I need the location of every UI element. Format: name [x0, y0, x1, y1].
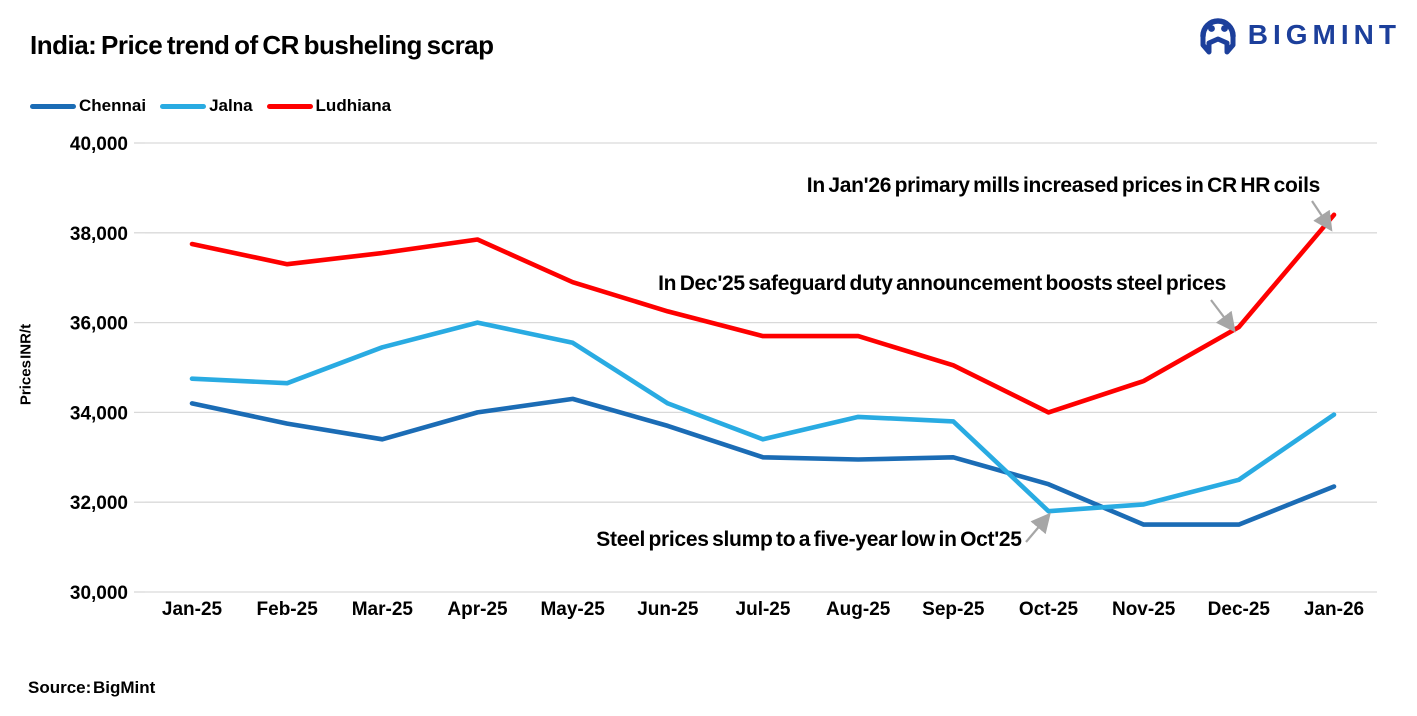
bigmint-logo-text: BIGMINT [1247, 19, 1401, 50]
legend-item-chennai[interactable]: Chennai [30, 96, 146, 116]
bigmint-logo: BIGMINT [1196, 12, 1401, 58]
legend-label: Chennai [79, 96, 147, 115]
annotation-arrow-2 [1210, 299, 1236, 333]
series-line-chennai[interactable] [189, 396, 1337, 527]
series-line-jalna[interactable] [189, 320, 1337, 514]
x-tick-label: Jan-26 [1304, 599, 1364, 620]
x-tick-label: Nov-25 [1112, 599, 1176, 620]
x-tick-label: Apr-25 [447, 599, 508, 620]
legend-item-jalna[interactable]: Jalna [160, 96, 253, 116]
x-tick-label: Sep-25 [922, 599, 985, 620]
x-tick-label: Jul-25 [736, 599, 791, 620]
legend-item-ludhiana[interactable]: Ludhiana [266, 96, 392, 116]
bigmint-logo-icon [1200, 18, 1236, 55]
legend-swatch-jalna [160, 103, 207, 109]
x-tick-label: Jun-25 [637, 599, 699, 620]
annotation-text-2: In Dec'25 safeguard duty announcement bo… [658, 272, 1226, 295]
legend-swatch-chennai [30, 103, 76, 109]
legend: Chennai Jalna Ludhiana [30, 96, 391, 116]
legend-label: Ludhiana [315, 96, 392, 115]
x-tick-label: May-25 [540, 599, 605, 620]
source-note: Source: BigMint [28, 678, 156, 697]
annotation-text-3: Steel prices slump to a five-year low in… [596, 528, 1022, 551]
x-tick-label: Aug-25 [826, 599, 891, 620]
y-tick-label: 40,000 [70, 134, 128, 155]
y-tick-label: 30,000 [70, 583, 128, 604]
series-line-ludhiana[interactable] [189, 212, 1337, 415]
x-tick-label: Dec-25 [1208, 599, 1271, 620]
annotation-arrow-3 [1025, 512, 1051, 543]
y-tick-label: 34,000 [70, 403, 128, 424]
legend-label: Jalna [209, 96, 253, 115]
x-tick-label: Jan-25 [162, 599, 223, 620]
y-tick-label: 32,000 [70, 493, 128, 514]
annotation-text-1: In Jan'26 primary mills increased prices… [807, 174, 1320, 197]
y-tick-label: 38,000 [70, 224, 128, 245]
x-tick-label: Oct-25 [1019, 599, 1079, 620]
page-title: India: Price trend of CR busheling scrap [30, 30, 494, 60]
annotation-arrow-1 [1311, 200, 1333, 232]
x-tick-label: Feb-25 [257, 599, 319, 620]
legend-swatch-ludhiana [266, 103, 313, 109]
y-tick-label: 36,000 [70, 314, 128, 335]
x-tick-label: Mar-25 [352, 599, 414, 620]
